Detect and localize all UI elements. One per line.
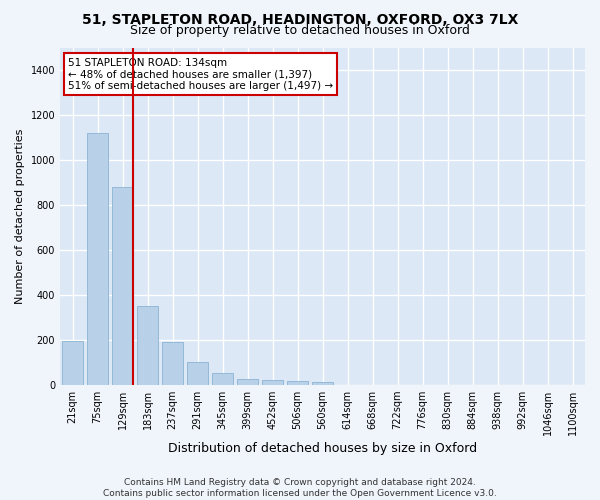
Text: 51 STAPLETON ROAD: 134sqm
← 48% of detached houses are smaller (1,397)
51% of se: 51 STAPLETON ROAD: 134sqm ← 48% of detac… [68,58,333,91]
Bar [137,306,158,385]
Text: Size of property relative to detached houses in Oxford: Size of property relative to detached ho… [130,24,470,37]
Bar [237,380,258,385]
Bar [112,187,133,385]
Y-axis label: Number of detached properties: Number of detached properties [15,128,25,304]
X-axis label: Distribution of detached houses by size in Oxford: Distribution of detached houses by size … [168,442,477,455]
Bar [262,380,283,385]
Bar [62,340,83,385]
Bar [162,342,183,385]
Text: 51, STAPLETON ROAD, HEADINGTON, OXFORD, OX3 7LX: 51, STAPLETON ROAD, HEADINGTON, OXFORD, … [82,12,518,26]
Bar [87,133,108,385]
Bar [287,381,308,385]
Text: Contains HM Land Registry data © Crown copyright and database right 2024.
Contai: Contains HM Land Registry data © Crown c… [103,478,497,498]
Bar [212,373,233,385]
Bar [187,362,208,385]
Bar [312,382,333,385]
